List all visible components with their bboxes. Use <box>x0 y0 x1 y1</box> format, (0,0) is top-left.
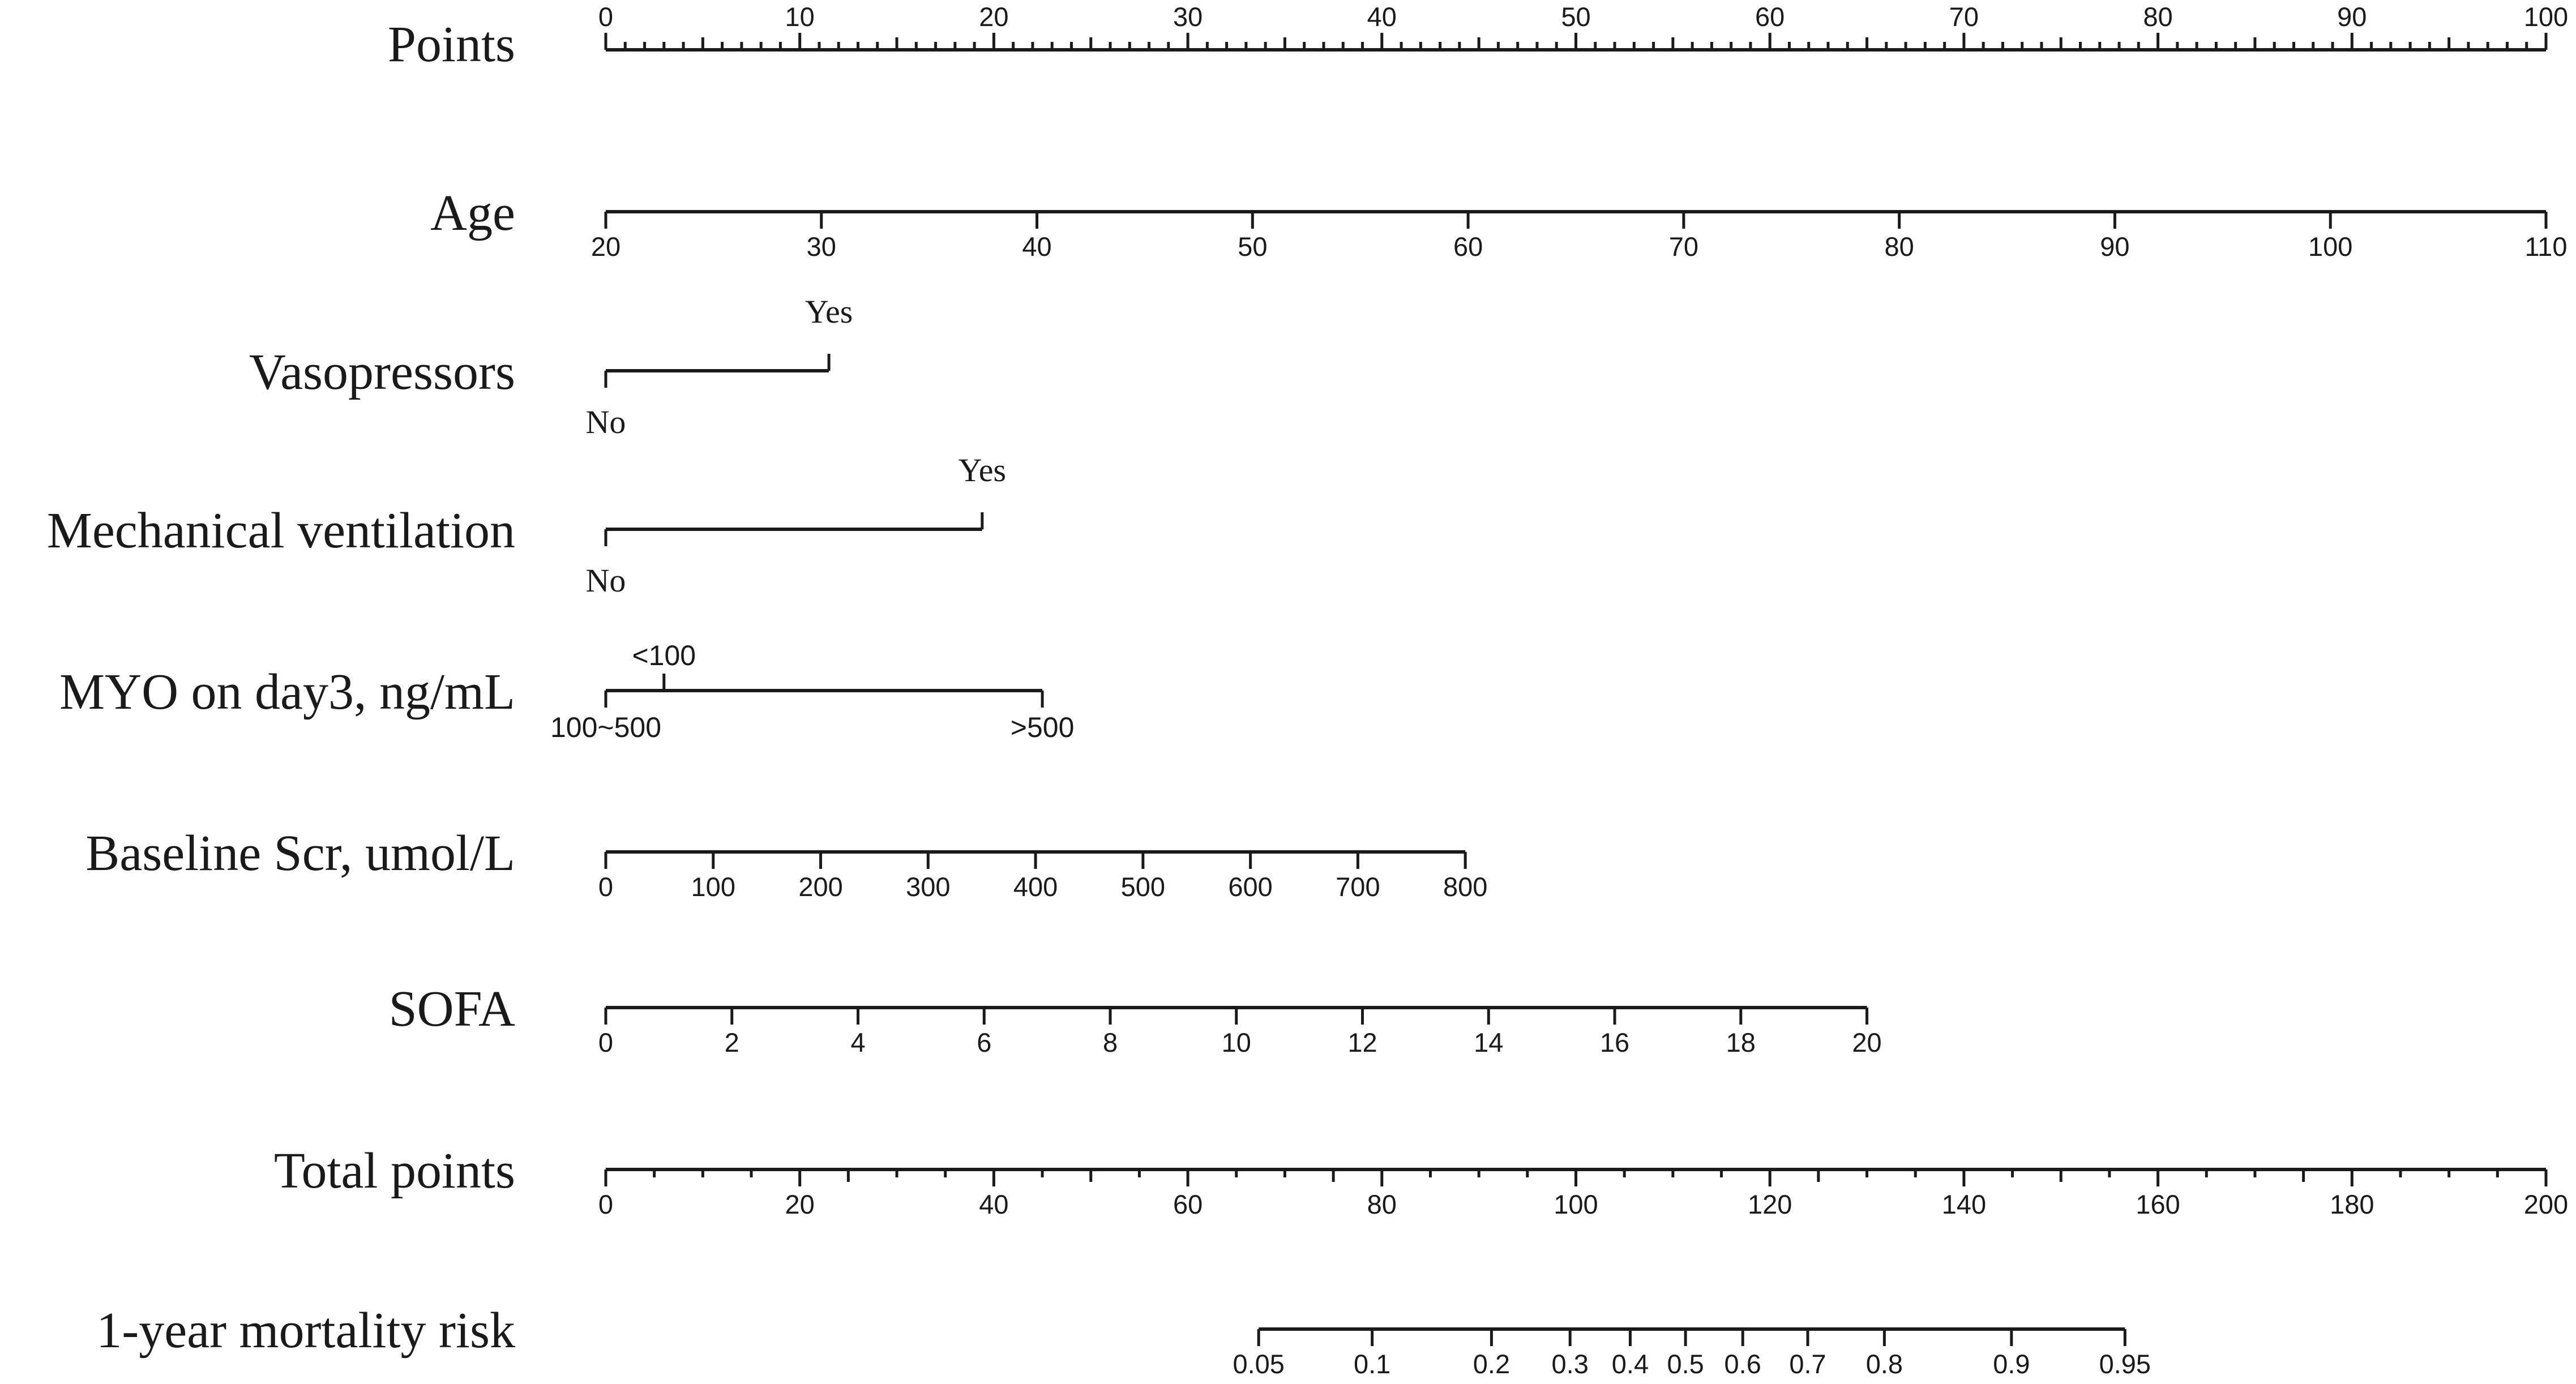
tick-label: 0.5 <box>1667 1349 1704 1379</box>
tick-label: 100 <box>2524 2 2568 32</box>
tick-label: 0.6 <box>1725 1349 1761 1379</box>
tick-label: 20 <box>1852 1027 1881 1057</box>
tick-label: 0.05 <box>1233 1349 1284 1379</box>
category-label: No <box>586 562 626 599</box>
tick-label: 50 <box>1561 2 1590 32</box>
tick-label: 30 <box>807 232 836 262</box>
tick-label: 200 <box>798 872 842 902</box>
tick-label: 20 <box>979 2 1008 32</box>
row-label: Age <box>430 185 515 241</box>
category-label: <100 <box>632 640 696 671</box>
tick-label: 100 <box>2308 232 2352 262</box>
row-label: Total points <box>274 1143 515 1199</box>
row-5: Baseline Scr, umol/L 0 100 200 300 400 500 600 7… <box>85 825 1487 902</box>
tick-label: 30 <box>1173 2 1203 32</box>
tick-label: 80 <box>1885 232 1914 262</box>
tick-label: 160 <box>2136 1189 2180 1219</box>
tick-label: 0.7 <box>1789 1349 1826 1379</box>
tick-label: 0.8 <box>1866 1349 1903 1379</box>
tick-label: 0.95 <box>2099 1349 2151 1379</box>
row-1: Age 20 30 40 50 60 70 80 90 100 110 <box>430 185 2567 262</box>
tick-label: 50 <box>1238 232 1267 262</box>
row-0: Points 0 10 20 30 40 50 60 70 80 90 100 <box>388 2 2568 72</box>
tick-label: 0.4 <box>1612 1349 1649 1379</box>
tick-label: 20 <box>785 1189 815 1219</box>
tick-label: 600 <box>1228 872 1272 902</box>
tick-label: 300 <box>906 872 950 902</box>
row-label: Baseline Scr, umol/L <box>85 825 515 881</box>
row-label: 1-year mortality risk <box>96 1302 515 1359</box>
tick-label: 10 <box>785 2 815 32</box>
tick-label: 400 <box>1013 872 1058 902</box>
tick-label: 8 <box>1103 1027 1118 1057</box>
tick-label: 90 <box>2337 2 2367 32</box>
tick-label: 4 <box>850 1027 865 1057</box>
tick-label: 10 <box>1222 1027 1251 1057</box>
tick-label: 110 <box>2525 232 2568 262</box>
tick-label: 700 <box>1336 872 1380 902</box>
tick-label: 20 <box>591 232 621 262</box>
tick-label: 100 <box>691 872 735 902</box>
tick-label: 80 <box>2143 2 2172 32</box>
tick-label: 2 <box>725 1027 739 1057</box>
tick-label: 6 <box>977 1027 991 1057</box>
tick-label: 40 <box>979 1189 1008 1219</box>
tick-label: 200 <box>2524 1189 2568 1219</box>
tick-label: 0 <box>598 1189 613 1219</box>
tick-label: 180 <box>2330 1189 2374 1219</box>
tick-label: 14 <box>1474 1027 1503 1057</box>
tick-label: 0 <box>598 872 613 902</box>
tick-label: 0.9 <box>1993 1349 2030 1379</box>
row-7: Total points 0 20 40 60 80 100 120 140 160 180 200 <box>274 1143 2568 1219</box>
row-label: MYO on day3, ng/mL <box>59 664 515 720</box>
row-label: SOFA <box>389 981 515 1037</box>
row-3: Mechanical ventilation No Yes <box>47 452 1006 599</box>
tick-label: 60 <box>1173 1189 1203 1219</box>
category-label: No <box>586 404 626 440</box>
tick-label: 0.3 <box>1552 1349 1589 1379</box>
tick-label: 0 <box>598 1027 613 1057</box>
tick-label: 0 <box>598 2 613 32</box>
tick-label: 16 <box>1600 1027 1629 1057</box>
tick-label: 12 <box>1347 1027 1377 1057</box>
category-label: Yes <box>805 293 853 330</box>
tick-label: 500 <box>1121 872 1165 902</box>
row-label: Vasopressors <box>249 344 515 400</box>
tick-label: 0.1 <box>1354 1349 1390 1379</box>
tick-label: 70 <box>1669 232 1698 262</box>
tick-label: 90 <box>2100 232 2129 262</box>
category-label: Yes <box>958 452 1006 489</box>
tick-label: 18 <box>1726 1027 1756 1057</box>
tick-label: 40 <box>1022 232 1051 262</box>
row-4: MYO on day3, ng/mL 100~500 <100 >500 <box>59 640 1074 743</box>
category-label: 100~500 <box>550 712 661 743</box>
tick-label: 60 <box>1755 2 1785 32</box>
tick-label: 60 <box>1453 232 1483 262</box>
tick-label: 40 <box>1367 2 1397 32</box>
tick-label: 800 <box>1443 872 1487 902</box>
tick-label: 120 <box>1748 1189 1792 1219</box>
category-label: >500 <box>1011 712 1075 743</box>
row-label: Mechanical ventilation <box>47 503 515 559</box>
row-2: Vasopressors No Yes <box>249 293 853 440</box>
row-6: SOFA 0 2 4 6 8 10 12 14 16 18 20 <box>389 981 1882 1057</box>
row-8: 1-year mortality risk 0.05 0.1 0.2 0.3 0.4 0.5… <box>96 1302 2151 1379</box>
tick-label: 70 <box>1949 2 1979 32</box>
tick-label: 100 <box>1554 1189 1598 1219</box>
tick-label: 0.2 <box>1473 1349 1510 1379</box>
row-label: Points <box>388 16 515 72</box>
tick-label: 80 <box>1367 1189 1397 1219</box>
tick-label: 140 <box>1942 1189 1986 1219</box>
